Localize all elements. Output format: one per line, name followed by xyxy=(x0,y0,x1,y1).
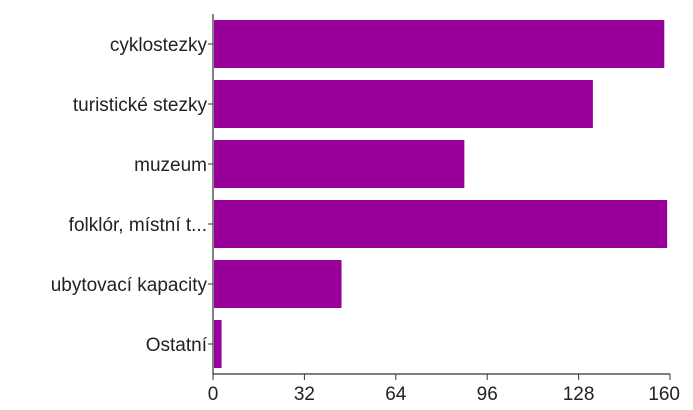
bar-2 xyxy=(214,140,465,188)
category-label: folklór, místní t... xyxy=(69,215,207,236)
category-label: Ostatní xyxy=(146,335,208,356)
x-tick-label: 160 xyxy=(648,384,680,405)
x-tick-label: 0 xyxy=(208,384,219,405)
x-tick-label: 32 xyxy=(294,384,315,405)
bar-3 xyxy=(214,200,668,248)
axes-layer xyxy=(208,14,671,380)
x-tick-label: 96 xyxy=(477,384,498,405)
labels-layer: cyklostezky turistické stezky muzeum folkló… xyxy=(51,35,680,405)
bar-4 xyxy=(214,260,342,308)
bars-layer xyxy=(214,20,668,368)
x-tick-label: 64 xyxy=(385,384,407,405)
bar-5 xyxy=(214,320,222,368)
category-label: ubytovací kapacity xyxy=(51,275,208,296)
bar-1 xyxy=(214,80,593,128)
x-tick-label: 128 xyxy=(563,384,595,405)
bar-0 xyxy=(214,20,665,68)
category-label: turistické stezky xyxy=(73,95,208,116)
category-label: cyklostezky xyxy=(110,35,208,56)
category-label: muzeum xyxy=(134,155,207,176)
